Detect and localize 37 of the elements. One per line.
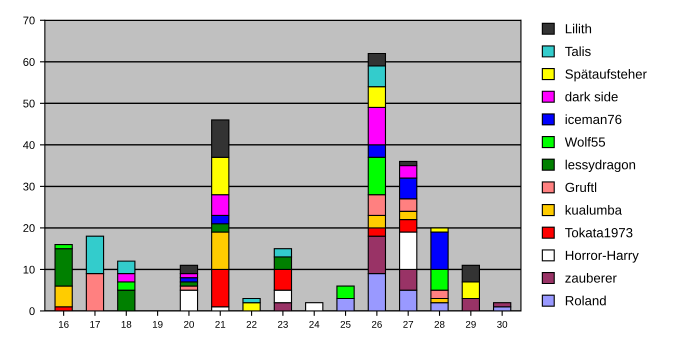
x-tick-label: 20 bbox=[184, 320, 194, 328]
x-tick-label: 25 bbox=[340, 320, 351, 328]
x-tick-label: 30 bbox=[497, 320, 508, 328]
legend-label: Gruftl bbox=[565, 182, 596, 192]
legend-label: kualumba bbox=[566, 205, 622, 215]
legend-label: Lilith bbox=[566, 24, 592, 34]
legend-label: Roland bbox=[566, 296, 606, 306]
y-tick-label: 70 bbox=[23, 16, 35, 24]
legend-label: iceman76 bbox=[566, 114, 622, 124]
x-tick-label: 16 bbox=[58, 320, 69, 328]
x-tick-label: 22 bbox=[246, 320, 256, 328]
y-tick-label: 40 bbox=[23, 141, 35, 149]
x-tick-label: 19 bbox=[152, 320, 163, 328]
y-tick-label: 60 bbox=[23, 58, 35, 66]
x-tick-label: 29 bbox=[466, 320, 476, 328]
y-tick-label: 50 bbox=[23, 100, 35, 108]
x-tick-label: 23 bbox=[278, 320, 288, 328]
legend-label: Wolf55 bbox=[564, 137, 606, 147]
legend-label: Horror-Harry bbox=[566, 250, 639, 263]
x-tick-label: 17 bbox=[90, 321, 100, 328]
legend-label: Tokata1973 bbox=[565, 228, 632, 238]
legend-label: Spätaufsteher bbox=[565, 69, 647, 82]
x-tick-label: 24 bbox=[309, 320, 320, 328]
y-tick-label: 0 bbox=[29, 307, 35, 316]
x-tick-label: 28 bbox=[434, 320, 444, 328]
legend-label: lessydragon bbox=[566, 160, 636, 172]
y-tick-label: 30 bbox=[23, 182, 35, 191]
legend-label: zauberer bbox=[565, 273, 617, 283]
x-tick-label: 18 bbox=[122, 320, 132, 328]
legend-label: dark side bbox=[565, 92, 618, 102]
y-tick-label: 20 bbox=[23, 224, 35, 232]
x-tick-label: 26 bbox=[372, 320, 382, 328]
bar bbox=[492, 302, 512, 308]
legend-label: Talis bbox=[565, 46, 591, 56]
x-tick-label: 21 bbox=[215, 320, 226, 328]
x-tick-label: 27 bbox=[403, 320, 414, 328]
y-tick-label: 10 bbox=[24, 266, 35, 274]
